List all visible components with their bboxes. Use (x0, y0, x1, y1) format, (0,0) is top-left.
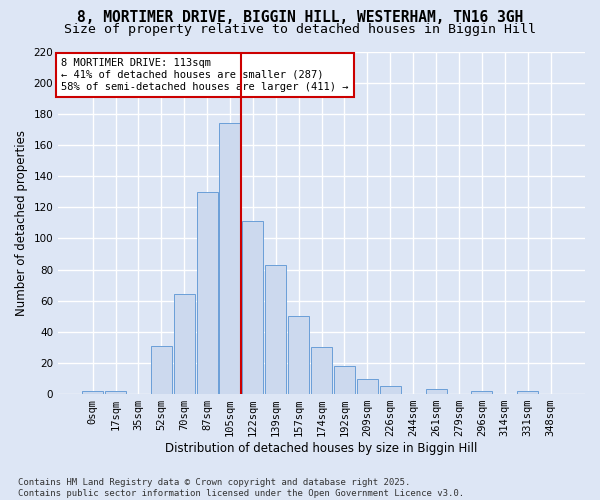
Bar (334, 366, 355, 394)
Bar (357, 378, 378, 394)
Bar (472, 391, 493, 394)
Text: 8, MORTIMER DRIVE, BIGGIN HILL, WESTERHAM, TN16 3GH: 8, MORTIMER DRIVE, BIGGIN HILL, WESTERHA… (77, 10, 523, 25)
Bar (242, 221, 263, 394)
Bar (517, 391, 538, 394)
Bar (105, 391, 126, 394)
Y-axis label: Number of detached properties: Number of detached properties (15, 130, 28, 316)
Text: Size of property relative to detached houses in Biggin Hill: Size of property relative to detached ho… (64, 22, 536, 36)
Bar (311, 348, 332, 394)
Bar (173, 294, 195, 394)
Bar (220, 123, 241, 394)
Bar (288, 316, 309, 394)
Text: 8 MORTIMER DRIVE: 113sqm
← 41% of detached houses are smaller (287)
58% of semi-: 8 MORTIMER DRIVE: 113sqm ← 41% of detach… (61, 58, 349, 92)
Bar (82, 391, 103, 394)
Text: Contains HM Land Registry data © Crown copyright and database right 2025.
Contai: Contains HM Land Registry data © Crown c… (18, 478, 464, 498)
Bar (197, 192, 218, 394)
Bar (425, 390, 446, 394)
Bar (151, 346, 172, 394)
X-axis label: Distribution of detached houses by size in Biggin Hill: Distribution of detached houses by size … (166, 442, 478, 455)
Bar (265, 265, 286, 394)
Bar (380, 386, 401, 394)
